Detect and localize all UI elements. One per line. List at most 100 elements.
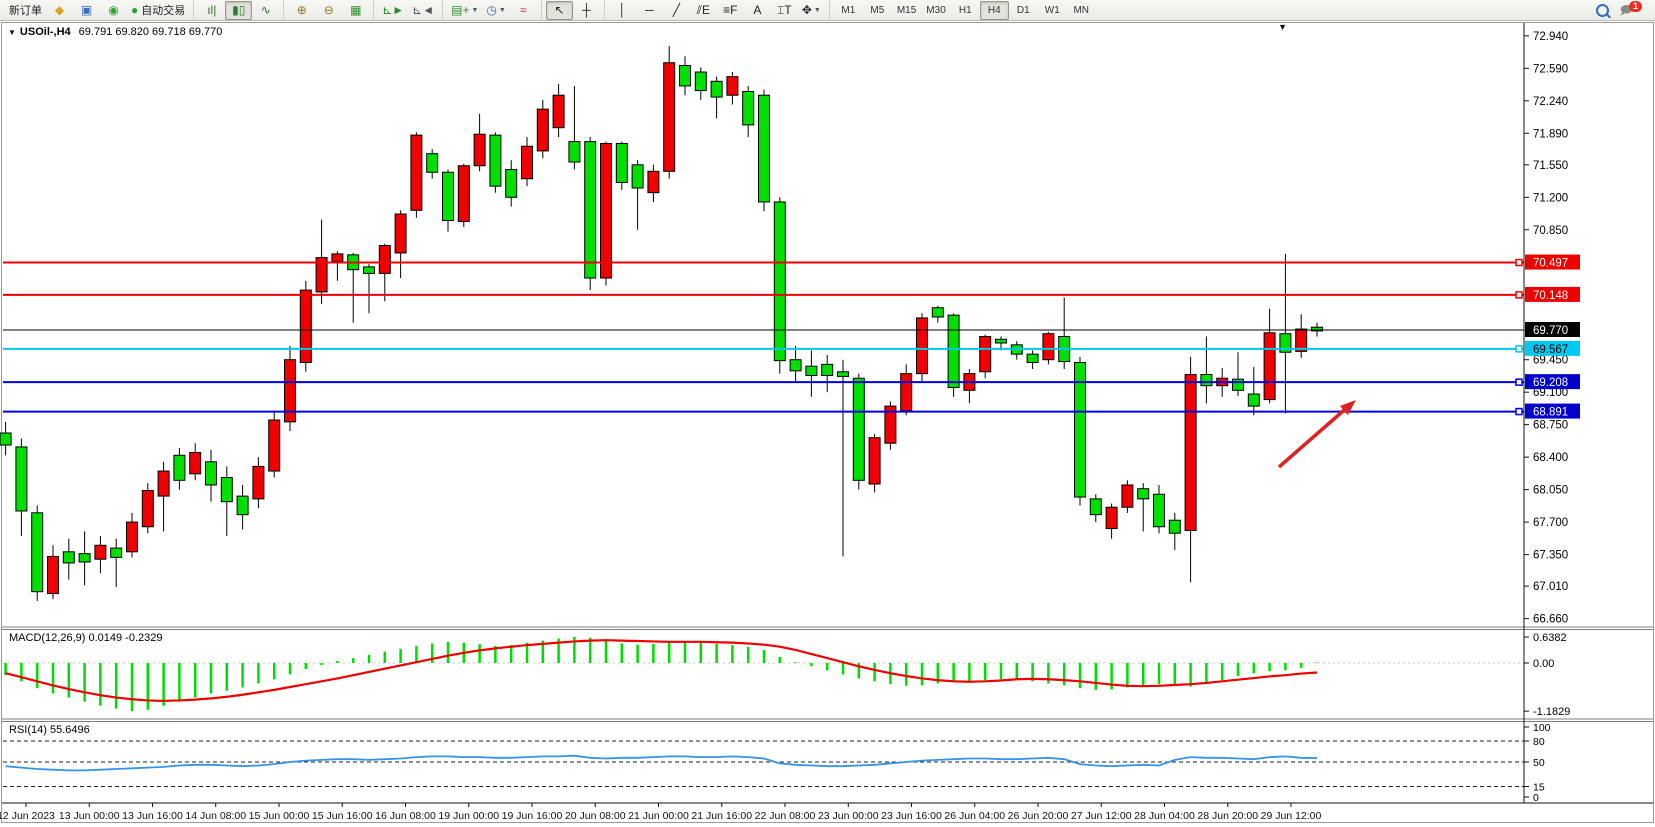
trendline-icon: ╱ — [672, 3, 680, 17]
text-label-icon[interactable]: ⌶T — [771, 1, 798, 20]
crosshair-icon[interactable]: ┼ — [573, 1, 600, 20]
date-label: 19 Jun 16:00 — [502, 810, 563, 822]
candle — [268, 419, 281, 472]
candle — [837, 371, 849, 377]
candle — [15, 446, 28, 512]
price-tick-label: 67.010 — [1533, 581, 1568, 593]
price-tick-label: 69.100 — [1533, 387, 1568, 399]
line-anchor-marker[interactable] — [1515, 407, 1523, 416]
rsi-axis-label: 80 — [1533, 736, 1545, 748]
period-clock-icon[interactable]: ◷ ▼ — [482, 1, 509, 20]
candle — [1295, 328, 1308, 352]
price-tick-label: 71.200 — [1533, 192, 1568, 204]
text-label-icon: ⌶T — [777, 3, 792, 17]
horizontal-line-icon[interactable]: ─ — [636, 1, 663, 20]
tf-m15[interactable]: M15 — [896, 4, 917, 16]
date-label: 20 Jun 08:00 — [565, 810, 626, 822]
price-tick-label: 68.050 — [1533, 485, 1568, 497]
arrows-icon[interactable]: ✥ ▼ — [798, 1, 825, 20]
vertical-line-icon[interactable]: │ — [609, 1, 636, 20]
indicators-icon[interactable]: ≈ — [510, 1, 537, 20]
equidistant-channel-icon[interactable]: ⫽E — [690, 1, 717, 20]
candle — [473, 133, 486, 167]
new-order-button[interactable]: 新订单 — [9, 5, 42, 17]
line-anchor-marker[interactable] — [1515, 345, 1523, 353]
price-chart-canvas[interactable]: 72.940 72.590 72.240 71.890 71.550 71.200 70.8… — [0, 21, 1655, 827]
zoom-in-icon[interactable]: ⊕ — [288, 1, 315, 20]
candle — [205, 461, 217, 486]
cursor-icon[interactable]: ↖ — [545, 0, 573, 20]
terminal-icon[interactable]: ▣ — [73, 1, 100, 20]
rsi-axis-label: 50 — [1533, 757, 1545, 769]
toolbar-group: M1 M5 M15 M30 H1 H4 D1 W1 MN — [828, 0, 1098, 21]
price-line-label-box — [1525, 254, 1580, 270]
candle — [536, 108, 549, 152]
price-line-label-box — [1525, 403, 1580, 419]
price-line-label: 69.567 — [1533, 344, 1568, 356]
price-tick-label: 67.700 — [1533, 517, 1568, 529]
tf-w1[interactable]: W1 — [1044, 4, 1060, 16]
candle — [141, 490, 154, 528]
tile-windows-icon[interactable]: ▦ — [342, 1, 369, 20]
order-history-icon[interactable]: ◆ — [46, 1, 73, 20]
candle — [552, 94, 565, 129]
chart-shift-icon[interactable]: ⊾◄ — [408, 1, 438, 20]
candle — [1105, 506, 1118, 530]
tf-m30[interactable]: M30 — [926, 4, 946, 16]
tf-m1[interactable]: M1 — [841, 4, 856, 16]
text-icon[interactable]: A — [744, 1, 771, 20]
auto-scroll-icon[interactable]: ⊾► — [378, 1, 408, 20]
tf-h4[interactable]: H4 — [979, 0, 1009, 20]
annotation-arrow-line[interactable] — [1277, 403, 1352, 469]
date-label: 15 Jun 16:00 — [312, 810, 373, 822]
auto-trading-button[interactable]: ● 自动交易 — [131, 3, 186, 17]
auto-scroll-icon: ⊾► — [382, 3, 405, 17]
candle — [916, 317, 928, 375]
collapse-triangle-icon[interactable]: ▼ — [8, 28, 16, 37]
candlestick-chart-icon[interactable]: ▮▯ — [225, 0, 253, 20]
signals-icon[interactable]: ◉ — [100, 1, 127, 20]
annotation-arrow-head[interactable] — [1339, 400, 1356, 416]
candle — [189, 451, 202, 475]
candle — [78, 553, 91, 563]
chart-shift-marker-icon[interactable]: ▼ — [1278, 22, 1287, 32]
candle — [647, 170, 660, 194]
equidistant-channel-icon: ⫽E — [696, 3, 711, 17]
trendline-icon[interactable]: ╱ — [663, 1, 690, 20]
candle — [252, 465, 265, 500]
ohlc-values: 69.791 69.820 69.718 69.770 — [78, 26, 223, 38]
arrows-icon: ✥ — [801, 3, 812, 17]
toolbar-group: ↖ ┼ — [540, 0, 602, 21]
candle — [442, 171, 454, 221]
candle — [663, 62, 676, 172]
tf-d1[interactable]: D1 — [1016, 4, 1030, 16]
chevron-down-icon[interactable]: ▼ — [471, 6, 479, 14]
chat-icon[interactable]: 🗩 1 — [1616, 0, 1650, 20]
search-icon[interactable] — [1589, 1, 1616, 20]
bar-chart-icon[interactable]: ıl| — [198, 1, 225, 20]
line-anchor-marker[interactable] — [1515, 258, 1523, 267]
line-chart-icon[interactable]: ∿ — [252, 1, 279, 20]
date-label: 21 Jun 16:00 — [691, 810, 752, 822]
chevron-down-icon[interactable]: ▼ — [813, 6, 821, 14]
date-label: 12 Jun 2023 — [0, 810, 55, 822]
candle — [236, 495, 249, 516]
zoom-out-icon[interactable]: ⊖ — [315, 1, 342, 20]
date-label: 26 Jun 20:00 — [1008, 810, 1069, 822]
tf-h1[interactable]: H1 — [958, 4, 972, 16]
price-line-label-box — [1525, 286, 1580, 302]
tf-mn[interactable]: MN — [1073, 4, 1090, 16]
price-tick-label: 70.850 — [1533, 225, 1568, 237]
new-template-icon[interactable]: ▤+ ▼ — [447, 1, 482, 20]
chevron-down-icon[interactable]: ▼ — [498, 6, 506, 14]
line-anchor-marker[interactable] — [1515, 378, 1523, 386]
new-template-icon: ▤+ — [451, 3, 470, 17]
fibonacci-icon[interactable]: ≡F — [717, 1, 744, 20]
line-anchor-marker[interactable] — [1515, 291, 1523, 299]
candle — [1121, 484, 1134, 508]
candle — [600, 142, 612, 279]
tf-m5[interactable]: M5 — [870, 4, 885, 16]
date-label: 16 Jun 08:00 — [375, 810, 436, 822]
candle — [1311, 326, 1323, 332]
